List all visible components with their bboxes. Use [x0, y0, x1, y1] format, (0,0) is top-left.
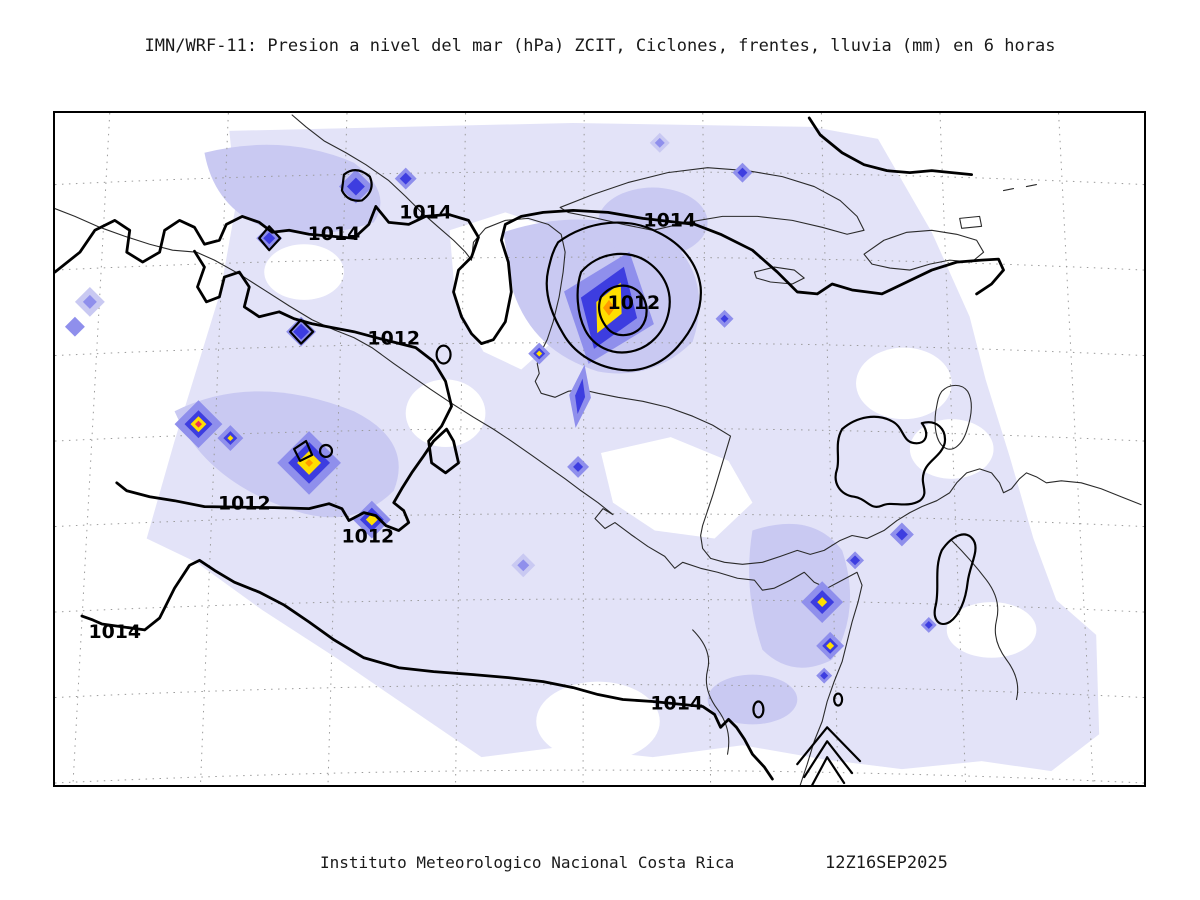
isobar-label: 1014 — [650, 692, 703, 714]
cuba-coastline — [559, 167, 865, 235]
coastline-layer — [55, 114, 1142, 785]
graticule-meridian — [199, 113, 229, 785]
colombia-closed-contour — [933, 533, 977, 626]
dry-area — [405, 379, 486, 448]
dry-area — [856, 347, 952, 420]
rain-shading-layer — [146, 122, 1100, 772]
inland-border — [951, 539, 1019, 701]
graticule-parallel — [55, 427, 1144, 442]
isobar-label: 1012 — [342, 525, 395, 547]
graticule-parallel — [55, 598, 1144, 613]
rain-cell — [826, 641, 835, 650]
isobar-label: 1012 — [367, 328, 420, 350]
small-closed-contour — [435, 344, 452, 365]
rain-field — [146, 122, 1100, 772]
graticule-meridian — [939, 113, 967, 785]
low-pressure-ring-inner — [597, 284, 648, 337]
isobar-layer — [55, 116, 1005, 785]
isobar-label: 1012 — [218, 493, 271, 515]
small-closed-contour — [752, 700, 765, 719]
dry-area — [946, 602, 1037, 658]
graticule-meridian — [455, 113, 467, 785]
rain-cell — [817, 597, 828, 608]
isobar-label: 1014 — [643, 209, 696, 231]
rain-cell — [227, 435, 234, 442]
chart-title: IMN/WRF-11: Presion a nivel del mar (hPa… — [144, 36, 1056, 56]
isobar-1014-northwest — [55, 205, 1005, 346]
rain-cell — [365, 513, 378, 526]
puerto-rico-coastline — [959, 215, 983, 229]
isobar-label: 1014 — [399, 201, 452, 223]
graticule-meridian — [820, 113, 839, 785]
rain-moderate — [707, 674, 798, 725]
lake-maracaibo — [934, 384, 972, 450]
venezuela-closed-contour — [834, 415, 947, 508]
rain-cell — [720, 314, 729, 323]
yucatan-central-america-coast — [470, 217, 1142, 565]
graticule-meridian — [72, 113, 111, 785]
rain-cell — [654, 137, 665, 148]
small-closed-contours — [258, 169, 373, 463]
inland-border — [692, 629, 730, 755]
dry-area — [264, 244, 344, 300]
graticule-meridian — [582, 113, 585, 785]
isobar-label-layer: 1014 1014 1014 1012 1012 1012 1012 1014 1014 — [88, 201, 703, 714]
isobar-1014-northeast — [807, 116, 974, 177]
dry-area — [536, 681, 660, 762]
graticule-parallel — [55, 769, 1144, 784]
graticule-meridian — [702, 113, 712, 785]
dry-area — [600, 437, 753, 539]
isobar-label: 1014 — [308, 223, 361, 245]
jamaica-coastline — [753, 266, 805, 285]
rain-moderate — [749, 523, 851, 668]
isobar-1012-long — [115, 249, 460, 532]
graticule-parallel — [55, 684, 1144, 699]
hispaniola-coastline — [863, 229, 985, 271]
weather-map: 1014 1014 1014 1012 1012 1012 1012 1014 1014 — [55, 113, 1144, 785]
rain-cell — [64, 316, 85, 337]
low-pressure-ring-mid — [576, 252, 671, 354]
rain-cell — [575, 378, 586, 415]
small-islands — [1002, 184, 1037, 192]
isobar-label: 1014 — [88, 621, 141, 643]
rain-cells-layer — [64, 132, 937, 684]
rain-moderate — [598, 187, 708, 258]
rain-cell — [346, 177, 365, 196]
rain-cell — [924, 620, 933, 629]
timestamp-caption: 12Z16SEP2025 — [825, 853, 948, 873]
small-closed-contour — [318, 443, 334, 459]
graticule-parallel — [55, 171, 1144, 186]
rain-moderate — [204, 144, 381, 234]
tight-gradient-chevrons — [796, 726, 862, 785]
rain-cell — [820, 671, 829, 680]
low-pressure-ring-outer — [545, 221, 702, 372]
isobar-label: 1012 — [608, 292, 661, 314]
institution-caption: Instituto Meteorologico Nacional Costa R… — [320, 853, 735, 872]
map-frame: 1014 1014 1014 1012 1012 1012 1012 1014 1014 — [53, 111, 1146, 787]
graticule-meridian — [327, 113, 348, 785]
pacific-coast — [55, 208, 863, 785]
rain-cell — [399, 172, 412, 185]
isobar-1014-south — [80, 558, 774, 781]
mexico-gulf-coast — [291, 114, 473, 261]
graticule-meridian — [1058, 113, 1094, 785]
rain-cell — [536, 350, 543, 357]
graticule-parallel — [55, 256, 1144, 271]
small-closed-contour — [833, 692, 844, 707]
